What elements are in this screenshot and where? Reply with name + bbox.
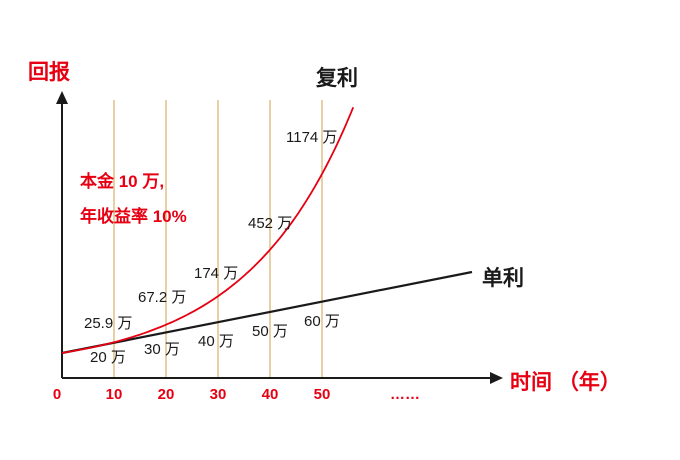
x-tick-0: 0 bbox=[52, 386, 62, 403]
simple-point-label-4: 60 万 bbox=[304, 313, 340, 330]
x-axis-arrow-icon bbox=[490, 372, 503, 384]
compound-point-label-2: 174 万 bbox=[194, 265, 239, 282]
simple-point-label-3: 50 万 bbox=[252, 323, 288, 340]
y-axis-label: 回报 bbox=[28, 61, 70, 84]
x-tick-2: 20 bbox=[157, 386, 175, 403]
simple-point-label-1: 30 万 bbox=[144, 341, 180, 358]
compound-point-label-1: 67.2 万 bbox=[138, 289, 187, 306]
compound-point-label-4: 1174 万 bbox=[286, 129, 338, 146]
x-tick-3: 30 bbox=[209, 386, 227, 403]
annotation-line-principal: 本金 10 万, bbox=[80, 172, 165, 191]
x-tick-4: 40 bbox=[261, 386, 279, 403]
compound-point-label-3: 452 万 bbox=[248, 215, 293, 232]
x-axis-label: 时间 （年） bbox=[510, 371, 621, 394]
x-tick-1: 10 bbox=[105, 386, 123, 403]
simple-interest-line bbox=[61, 270, 473, 355]
x-tick-6: …… bbox=[390, 386, 420, 403]
annotation-assumptions: 本金 10 万, 年收益率 10% bbox=[80, 164, 187, 234]
compound-interest-curve bbox=[61, 106, 355, 354]
y-axis-arrow-icon bbox=[56, 91, 68, 104]
annotation-line-rate: 年收益率 10% bbox=[80, 207, 187, 226]
simple-point-label-0: 20 万 bbox=[90, 349, 126, 366]
simple-point-label-2: 40 万 bbox=[198, 333, 234, 350]
compound-series-title: 复利 bbox=[316, 67, 358, 90]
compound-point-label-0: 25.9 万 bbox=[84, 315, 133, 332]
simple-series-label: 单利 bbox=[482, 267, 524, 290]
x-tick-5: 50 bbox=[313, 386, 331, 403]
